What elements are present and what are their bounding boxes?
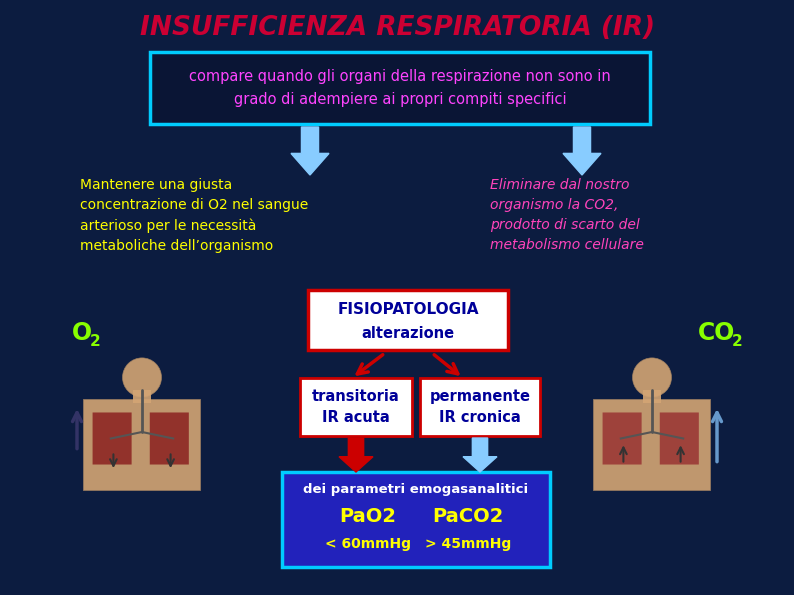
Text: Eliminare dal nostro
organismo la CO2,
prodotto di scarto del
metabolismo cellul: Eliminare dal nostro organismo la CO2, p… [490, 178, 644, 252]
FancyBboxPatch shape [660, 412, 699, 465]
Text: > 45mmHg: > 45mmHg [425, 537, 511, 551]
FancyBboxPatch shape [133, 390, 151, 403]
Circle shape [122, 358, 161, 397]
Text: alterazione: alterazione [361, 325, 454, 340]
Polygon shape [339, 438, 373, 472]
Text: PaO2: PaO2 [340, 508, 396, 527]
Text: Mantenere una giusta
concentrazione di O2 nel sangue
arterioso per le necessità
: Mantenere una giusta concentrazione di O… [80, 178, 308, 253]
FancyBboxPatch shape [150, 412, 189, 465]
Text: PaCO2: PaCO2 [432, 508, 503, 527]
Text: O: O [72, 321, 92, 345]
Polygon shape [291, 127, 329, 175]
Text: compare quando gli organi della respirazione non sono in
grado di adempiere ai p: compare quando gli organi della respiraz… [189, 70, 611, 107]
Text: 2: 2 [90, 334, 101, 349]
Text: 2: 2 [732, 334, 742, 349]
Text: INSUFFICIENZA RESPIRATORIA (IR): INSUFFICIENZA RESPIRATORIA (IR) [140, 15, 654, 41]
Text: FISIOPATOLOGIA: FISIOPATOLOGIA [337, 302, 479, 318]
FancyBboxPatch shape [308, 290, 508, 350]
FancyBboxPatch shape [83, 399, 201, 490]
Text: transitoria
IR acuta: transitoria IR acuta [312, 389, 400, 425]
FancyBboxPatch shape [593, 399, 711, 490]
Text: CO: CO [698, 321, 735, 345]
Text: < 60mmHg: < 60mmHg [325, 537, 411, 551]
Circle shape [633, 358, 672, 397]
Polygon shape [463, 438, 497, 472]
FancyBboxPatch shape [150, 52, 650, 124]
FancyBboxPatch shape [93, 412, 132, 465]
Text: dei parametri emogasanalitici: dei parametri emogasanalitici [303, 483, 529, 496]
FancyBboxPatch shape [643, 390, 661, 403]
Polygon shape [563, 127, 601, 175]
FancyBboxPatch shape [420, 378, 540, 436]
FancyBboxPatch shape [282, 472, 550, 567]
FancyBboxPatch shape [603, 412, 642, 465]
FancyBboxPatch shape [300, 378, 412, 436]
Text: permanente
IR cronica: permanente IR cronica [430, 389, 530, 425]
